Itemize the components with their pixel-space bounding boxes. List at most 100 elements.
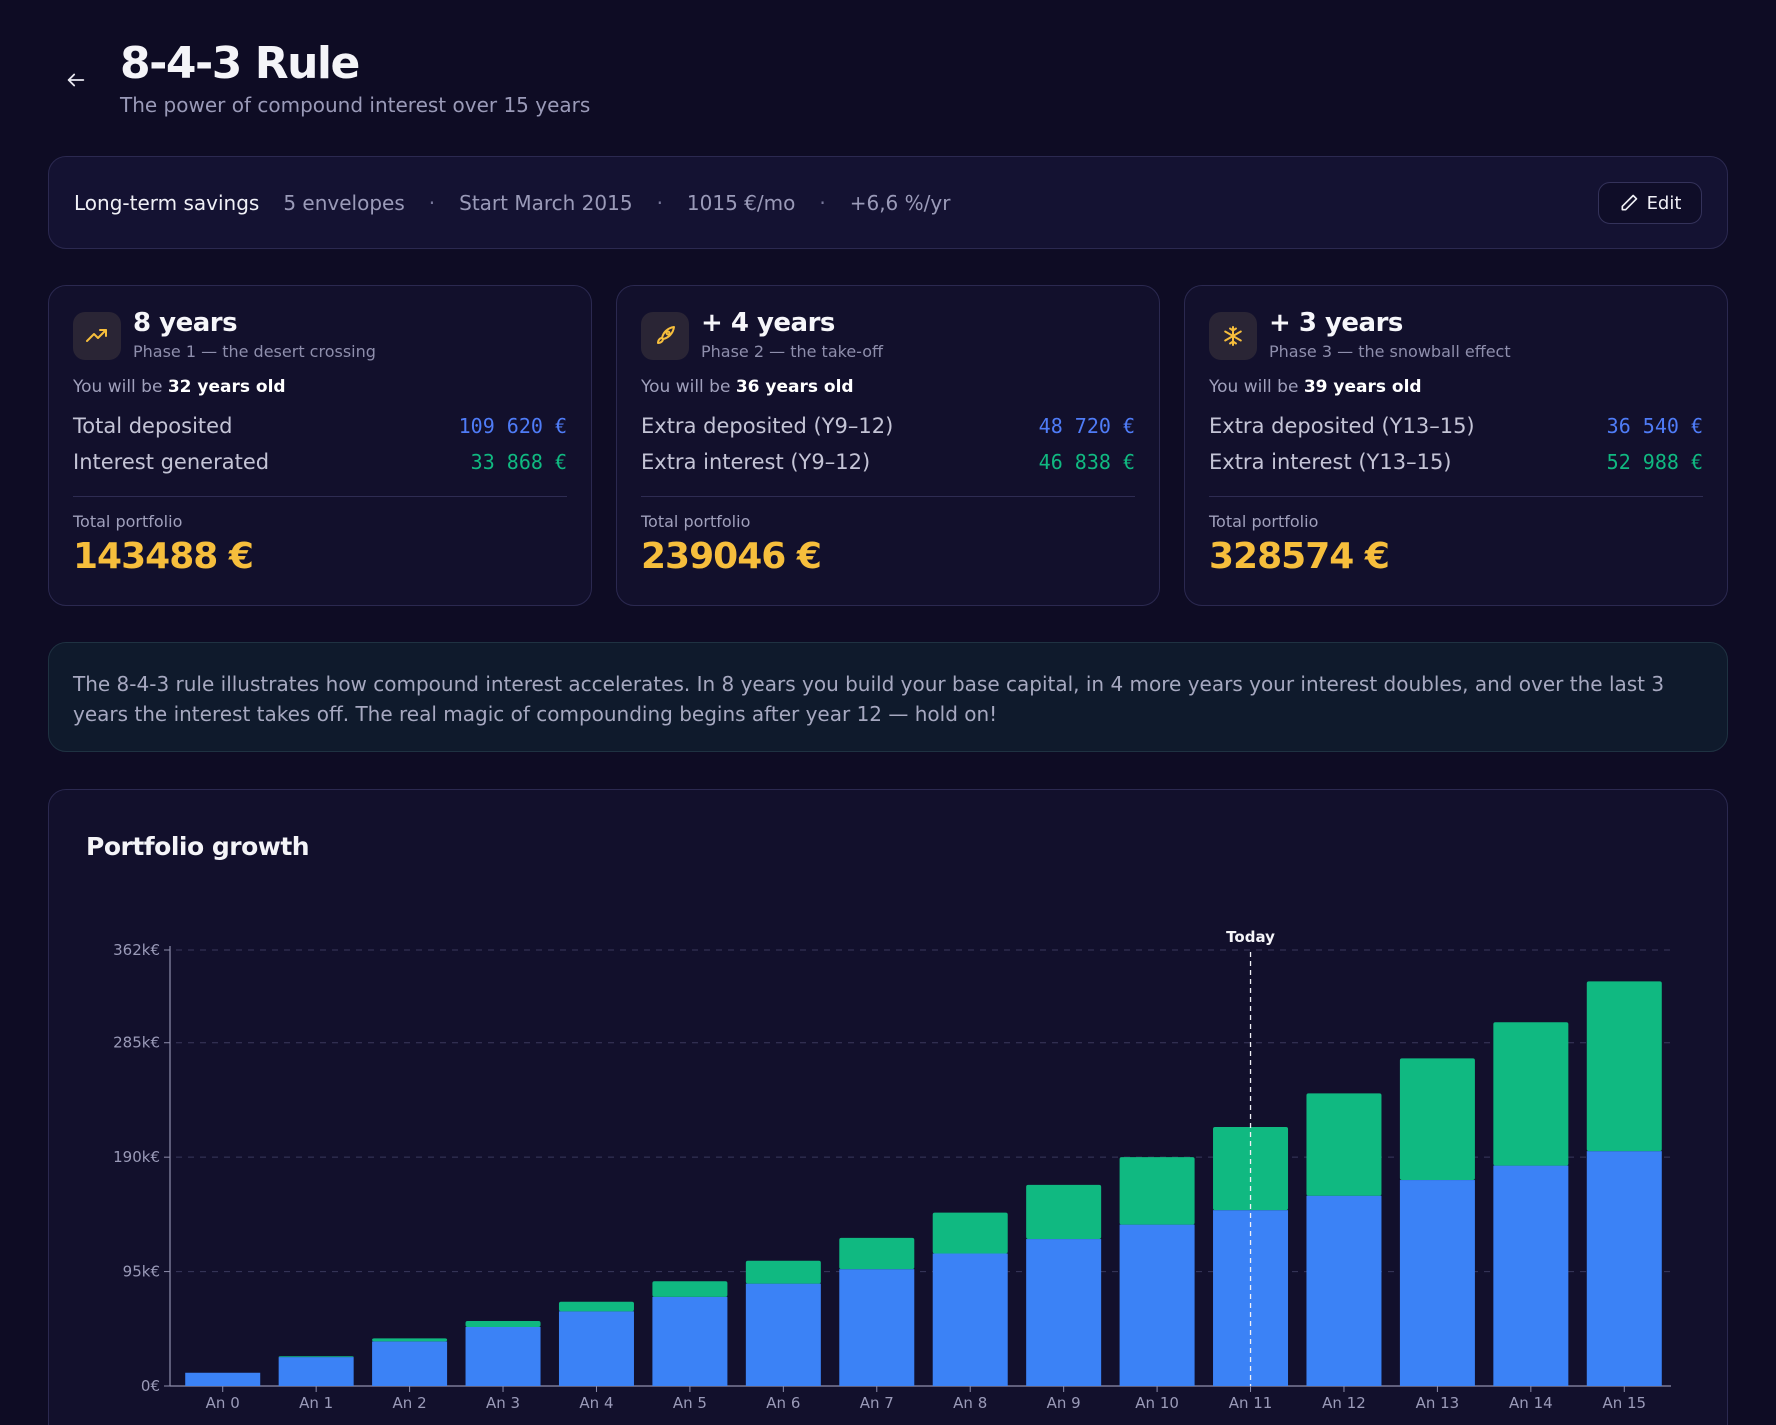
bar-interest — [839, 1237, 915, 1270]
separator: · — [428, 190, 436, 215]
interest-row: Extra interest (Y13–15) 52 988 € — [1209, 448, 1703, 476]
phase-description: Phase 3 — the snowball effect — [1269, 342, 1511, 361]
deposit-row: Extra deposited (Y9–12) 48 720 € — [641, 412, 1135, 440]
y-tick-label: 362k€ — [113, 941, 160, 959]
deposit-label: Total deposited — [73, 414, 233, 438]
phase-cards: 8 years Phase 1 — the desert crossing Yo… — [48, 285, 1728, 606]
age-value: 32 years old — [167, 377, 286, 397]
interest-label: Interest generated — [73, 450, 270, 474]
edit-button[interactable]: Edit — [1598, 182, 1702, 224]
annual-rate: +6,6 %/yr — [849, 190, 951, 215]
bar-interest — [465, 1320, 541, 1327]
bar-deposited — [372, 1341, 448, 1386]
x-tick-label: An 15 — [1602, 1394, 1646, 1412]
total-portfolio-value: 328574 € — [1209, 536, 1390, 577]
bar-deposited — [932, 1253, 1008, 1386]
pencil-icon — [1621, 194, 1637, 211]
y-tick-label: 190k€ — [113, 1148, 160, 1166]
bar-interest — [558, 1301, 634, 1312]
bar-interest — [1493, 1022, 1569, 1166]
y-tick-label: 95k€ — [123, 1263, 160, 1281]
y-tick-label: 285k€ — [113, 1034, 160, 1052]
separator: · — [656, 190, 663, 215]
total-portfolio-value: 239046 € — [641, 536, 822, 577]
x-tick-label: An 8 — [953, 1394, 987, 1412]
deposit-label: Extra deposited (Y9–12) — [641, 414, 894, 438]
age-prefix: You will be — [1209, 377, 1299, 397]
phase-duration: + 3 years — [1269, 308, 1403, 338]
plan-summary-bar: Long-term savings 5 envelopes · Start Ma… — [48, 156, 1728, 249]
bar-interest — [932, 1212, 1008, 1254]
bar-interest — [372, 1338, 448, 1342]
x-tick-label: An 2 — [393, 1394, 427, 1412]
age-line: You will be 32 years old — [73, 377, 286, 397]
bar-deposited — [465, 1326, 541, 1386]
phase-description: Phase 1 — the desert crossing — [133, 342, 376, 361]
interest-row: Interest generated 33 868 € — [73, 448, 567, 476]
portfolio-growth-chart: 0€ 95k€ 190k€ 285k€ 362k€ An 0 An 1 An 2 An 3 An … — [113, 928, 1671, 1412]
rocket-icon — [641, 312, 689, 360]
age-line: You will be 39 years old — [1209, 377, 1422, 397]
divider — [73, 496, 567, 497]
x-tick-label: An 11 — [1229, 1394, 1273, 1412]
x-tick-label: An 12 — [1322, 1394, 1366, 1412]
start-date: Start March 2015 — [459, 190, 633, 215]
phase-card-3: + 3 years Phase 3 — the snowball effect … — [1184, 285, 1728, 606]
edit-label: Edit — [1646, 192, 1682, 214]
total-portfolio-label: Total portfolio — [73, 512, 183, 531]
age-prefix: You will be — [641, 377, 731, 397]
x-tick-label: An 6 — [766, 1394, 800, 1412]
bar-deposited — [839, 1269, 915, 1386]
bar-deposited — [558, 1311, 634, 1386]
monthly-contribution: 1015 €/mo — [686, 190, 796, 215]
back-button[interactable] — [58, 62, 94, 98]
deposit-value: 36 540 € — [1606, 414, 1703, 438]
deposit-row: Total deposited 109 620 € — [73, 412, 567, 440]
phase-card-1: 8 years Phase 1 — the desert crossing Yo… — [48, 285, 592, 606]
age-line: You will be 36 years old — [641, 377, 854, 397]
deposit-value: 109 620 € — [458, 414, 567, 438]
bar-deposited — [185, 1372, 261, 1386]
bar-deposited — [1493, 1165, 1569, 1386]
info-note-text: The 8-4-3 rule illustrates how compound … — [73, 672, 1665, 726]
x-tick-label: An 1 — [299, 1394, 333, 1412]
divider — [1209, 496, 1703, 497]
bar-interest — [278, 1356, 354, 1358]
arrow-left-icon — [67, 73, 85, 87]
bar-deposited — [1026, 1239, 1102, 1386]
x-tick-label: An 5 — [673, 1394, 707, 1412]
bar-deposited — [278, 1357, 354, 1386]
trending-up-icon — [73, 312, 121, 360]
deposit-value: 48 720 € — [1038, 414, 1135, 438]
bar-interest — [1119, 1157, 1195, 1225]
x-tick-label: An 0 — [206, 1394, 240, 1412]
today-marker-label: Today — [1226, 928, 1275, 946]
phase-duration: + 4 years — [701, 308, 835, 338]
portfolio-growth-card: Portfolio growth 0€ 95k€ 190k€ 285k€ 362k€ An… — [48, 789, 1728, 1425]
age-prefix: You will be — [73, 377, 163, 397]
bar-deposited — [652, 1296, 728, 1386]
interest-label: Extra interest (Y9–12) — [641, 450, 871, 474]
chart-title: Portfolio growth — [86, 832, 310, 861]
x-tick-label: An 4 — [579, 1394, 613, 1412]
bar-deposited — [1306, 1195, 1382, 1386]
bar-deposited — [1119, 1224, 1195, 1386]
total-portfolio-label: Total portfolio — [1209, 512, 1319, 531]
info-note: The 8-4-3 rule illustrates how compound … — [48, 642, 1728, 752]
interest-value: 46 838 € — [1038, 450, 1135, 474]
x-tick-label: An 3 — [486, 1394, 520, 1412]
bar-deposited — [745, 1283, 821, 1386]
bar-deposited — [1586, 1151, 1662, 1386]
age-value: 36 years old — [735, 377, 854, 397]
plan-name: Long-term savings — [74, 190, 260, 215]
x-tick-label: An 9 — [1047, 1394, 1081, 1412]
interest-value: 52 988 € — [1606, 450, 1703, 474]
x-tick-label: An 7 — [860, 1394, 894, 1412]
divider — [641, 496, 1135, 497]
deposit-row: Extra deposited (Y13–15) 36 540 € — [1209, 412, 1703, 440]
page-title: 8-4-3 Rule — [120, 38, 360, 89]
total-portfolio-label: Total portfolio — [641, 512, 751, 531]
bar-interest — [1306, 1093, 1382, 1196]
x-tick-label: An 13 — [1416, 1394, 1460, 1412]
phase-duration: 8 years — [133, 308, 238, 338]
